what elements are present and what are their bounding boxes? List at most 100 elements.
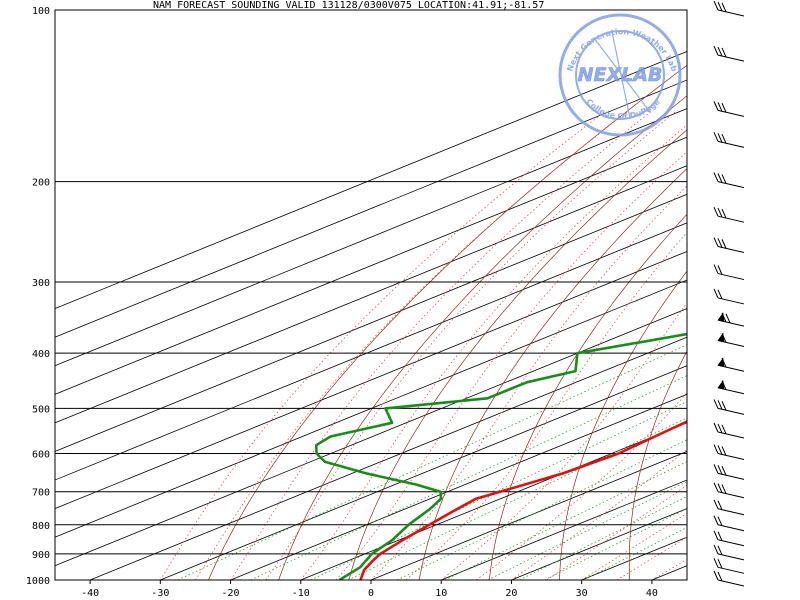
- y-tick-label: 400: [32, 349, 50, 360]
- wind-barb: [713, 0, 745, 17]
- wind-barb: [713, 530, 745, 547]
- logo-main: NEXLAB: [578, 64, 663, 86]
- isotherm-line: [441, 479, 687, 580]
- wind-barb: [713, 464, 745, 480]
- moist-adiabat: [230, 110, 653, 580]
- x-tick-label: 10: [435, 588, 447, 599]
- chart-title: NAM FORECAST SOUNDING VALID 131128/0300V…: [153, 0, 544, 11]
- wind-barb: [713, 237, 745, 254]
- isotherm-line: [230, 393, 687, 580]
- isotherm-line: [300, 422, 687, 580]
- isotherm-line: [55, 193, 687, 452]
- wind-barb: [713, 206, 745, 223]
- temperature-profile: [359, 420, 687, 580]
- wind-barb: [713, 45, 745, 62]
- dry-adiabat: [697, 10, 800, 580]
- isotherm-line: [370, 450, 687, 580]
- wind-barb: [713, 399, 745, 415]
- moist-adiabat: [300, 124, 687, 580]
- isotherm-line: [55, 222, 687, 481]
- wind-barb: [713, 515, 745, 532]
- y-tick-label: 500: [32, 404, 50, 415]
- y-tick-label: 1000: [26, 576, 50, 587]
- dry-adiabat: [559, 270, 687, 580]
- mixing-ratio-line: [519, 496, 687, 580]
- moist-adiabat: [405, 231, 687, 580]
- moist-adiabat: [265, 110, 678, 580]
- dry-adiabat: [628, 350, 687, 580]
- isotherm-line: [55, 50, 687, 310]
- wind-barb: [713, 422, 745, 439]
- moist-adiabat: [511, 448, 687, 580]
- x-tick-label: 40: [646, 588, 658, 599]
- dry-adiabat: [418, 168, 687, 580]
- wind-barb: [713, 288, 745, 305]
- x-tick-label: -40: [81, 588, 99, 599]
- isotherm-line: [55, 250, 687, 510]
- wind-barb: [713, 499, 745, 516]
- isotherm-line: [160, 365, 687, 580]
- wind-barb: [717, 312, 745, 327]
- moist-adiabat: [476, 391, 687, 580]
- wind-barb: [713, 482, 745, 499]
- wind-barb: [717, 332, 745, 347]
- wind-barb: [713, 444, 745, 461]
- isotherm-line: [651, 565, 687, 580]
- mixing-ratio-line: [250, 375, 687, 580]
- isotherm-line: [55, 165, 687, 424]
- isotherm-line: [511, 508, 687, 580]
- x-tick-label: 20: [505, 588, 517, 599]
- y-tick-label: 700: [32, 488, 50, 499]
- dry-adiabat: [348, 129, 687, 580]
- dewpoint-profile: [314, 332, 687, 580]
- moist-adiabat: [616, 536, 687, 580]
- wind-barb: [717, 357, 745, 372]
- y-tick-label: 100: [32, 6, 50, 17]
- y-tick-label: 800: [32, 521, 50, 532]
- y-tick-label: 600: [32, 450, 50, 461]
- y-tick-label: 300: [32, 278, 50, 289]
- isotherm-line: [581, 536, 687, 580]
- nexlab-logo: Next Generation Weather Lab College Of D…: [558, 13, 682, 137]
- wind-barb: [713, 132, 745, 148]
- isotherm-line: [55, 79, 687, 338]
- wind-barb: [713, 570, 745, 587]
- mixing-ratio-line: [177, 344, 687, 580]
- wind-barb: [713, 558, 745, 574]
- isotherm-line: [89, 336, 687, 580]
- moist-adiabat: [195, 110, 630, 580]
- x-tick-label: 30: [576, 588, 588, 599]
- dry-adiabat: [488, 213, 687, 580]
- moist-adiabat: [546, 484, 687, 580]
- isotherm-line: [55, 279, 687, 538]
- isotherm-line: [55, 308, 687, 567]
- dry-adiabat: [208, 64, 687, 580]
- mixing-ratio-line: [396, 439, 687, 580]
- wind-barb: [713, 264, 745, 281]
- dry-adiabat: [762, 10, 800, 580]
- wind-barb: [713, 101, 745, 117]
- isotherm-line: [55, 136, 687, 395]
- mixing-ratio-line: [583, 526, 687, 580]
- wind-barb: [713, 544, 745, 561]
- moist-adiabat: [370, 185, 687, 580]
- y-tick-label: 900: [32, 550, 50, 561]
- mixing-ratio-line: [444, 461, 687, 580]
- moist-adiabat: [335, 151, 687, 580]
- sounding-profiles: [314, 332, 687, 580]
- y-tick-label: 200: [32, 178, 50, 189]
- x-tick-label: 0: [368, 588, 374, 599]
- isotherm-line: [722, 10, 800, 580]
- moist-adiabat: [159, 110, 607, 580]
- x-tick-label: -20: [222, 588, 240, 599]
- dry-adiabat: [278, 95, 687, 580]
- x-tick-label: -10: [292, 588, 310, 599]
- isotherm-line: [55, 108, 687, 367]
- x-tick-label: -30: [151, 588, 169, 599]
- background-grid: [55, 10, 800, 580]
- wind-barbs: [713, 0, 745, 587]
- wind-barb: [717, 379, 745, 395]
- wind-barb: [713, 172, 745, 189]
